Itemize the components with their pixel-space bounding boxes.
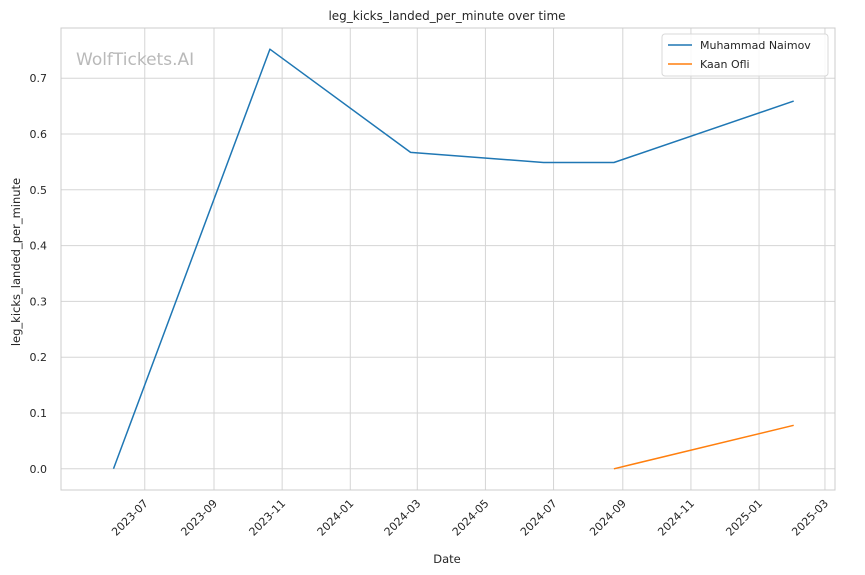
- x-tick-label: 2023-07: [109, 497, 151, 539]
- y-tick-label: 0.6: [30, 128, 48, 141]
- y-tick-label: 0.1: [30, 407, 48, 420]
- x-tick-label: 2024-03: [382, 497, 424, 539]
- y-tick-label: 0.5: [30, 184, 48, 197]
- x-tick-label: 2024-09: [587, 497, 629, 539]
- x-tick-label: 2025-03: [789, 497, 831, 539]
- legend-box: [661, 33, 829, 77]
- y-tick-label: 0.2: [30, 351, 48, 364]
- y-tick-label: 0.3: [30, 295, 48, 308]
- y-axis-label: leg_kicks_landed_per_minute: [9, 178, 23, 346]
- legend-label-muhammad-naimov: Muhammad Naimov: [700, 39, 811, 52]
- plot-frame: [60, 27, 836, 491]
- x-tick-label: 2025-01: [723, 497, 765, 539]
- x-tick-label: 2023-09: [178, 497, 220, 539]
- x-tick-label: 2023-11: [247, 497, 289, 539]
- series-lines: [112, 48, 794, 470]
- watermark: WolfTickets.AI: [76, 50, 194, 70]
- series-line-muhammad-naimov: [112, 48, 794, 470]
- gridlines: [61, 28, 835, 490]
- x-tick-labels: 2023-07 2023-09 2023-11 2024-01 2024-03 2024-…: [109, 497, 831, 539]
- chart-title: leg_kicks_landed_per_minute over time: [328, 9, 565, 23]
- legend: Muhammad Naimov Kaan Ofli: [661, 33, 829, 77]
- y-tick-label: 0.7: [30, 72, 48, 85]
- y-tick-label: 0.4: [30, 240, 48, 253]
- x-tick-label: 2024-05: [450, 497, 492, 539]
- x-tick-label: 2024-07: [518, 497, 560, 539]
- x-axis-label: Date: [433, 552, 461, 566]
- y-tick-label: 0.0: [30, 463, 48, 476]
- series-line-kaan-ofli: [613, 424, 794, 470]
- y-tick-labels: 0.0 0.1 0.2 0.3 0.4 0.5 0.6 0.7: [30, 72, 48, 476]
- x-tick-label: 2024-01: [315, 497, 357, 539]
- legend-label-kaan-ofli: Kaan Ofli: [700, 58, 750, 71]
- x-tick-label: 2024-11: [655, 497, 697, 539]
